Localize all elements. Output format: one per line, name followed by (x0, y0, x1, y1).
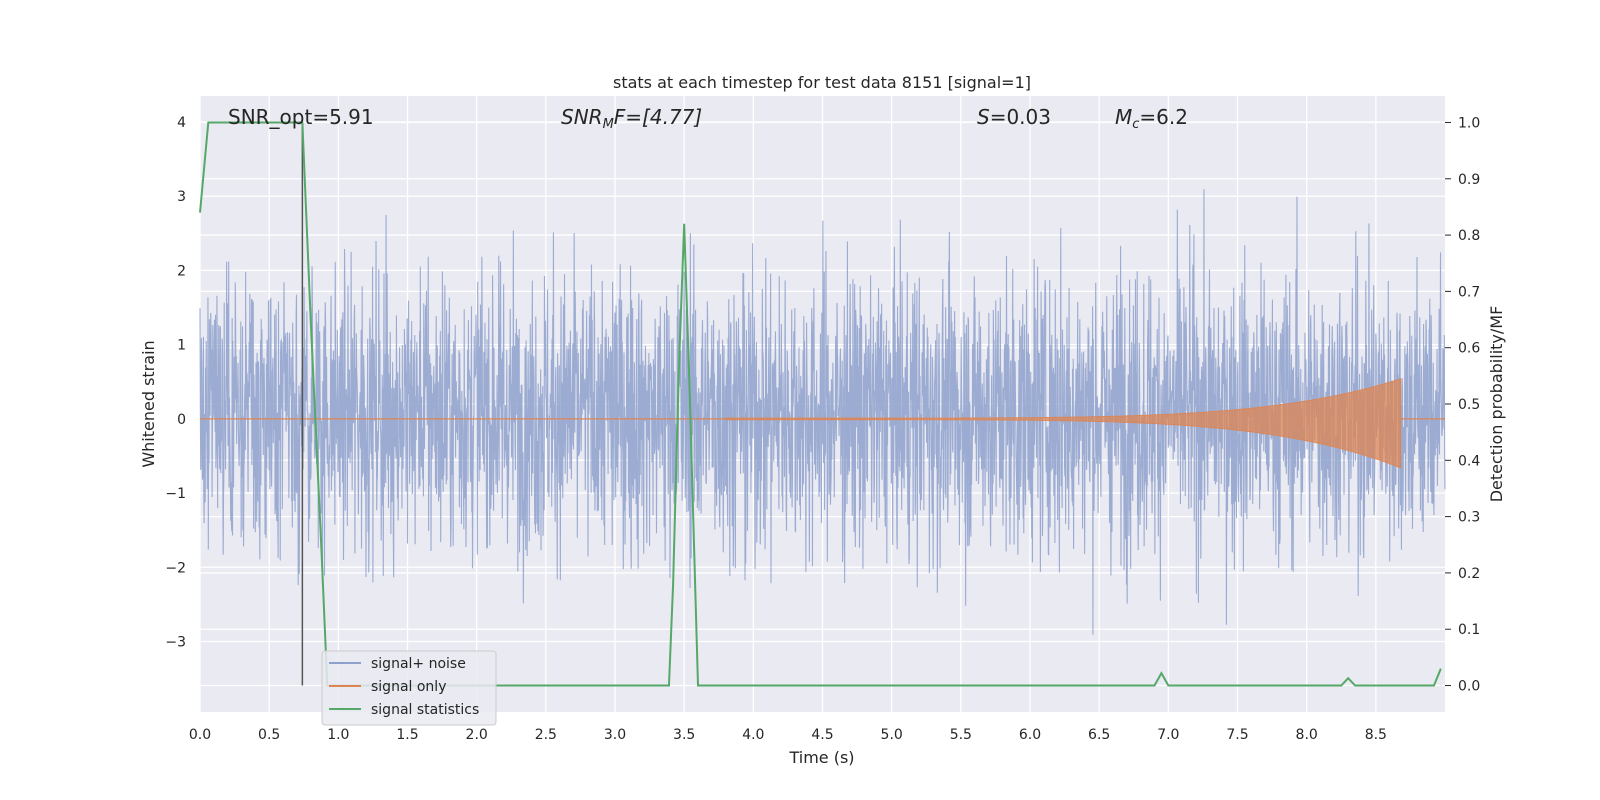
annotation-mc-value: =6.2 (1139, 105, 1188, 129)
y-tick-label: −3 (165, 634, 186, 650)
x-tick-label: 6.5 (1088, 727, 1110, 743)
series-signal-statistics (199, 121, 1442, 687)
y-axis-ticks: 4 3 2 1 0 −1 −2 −3 (165, 115, 186, 651)
y-tick-label: 2 (177, 263, 186, 279)
annotation-mc: Mc=6.2 (1115, 105, 1188, 132)
y2-tick-label: 0.9 (1458, 172, 1480, 188)
annotation-snr-mf-sub: M (603, 117, 614, 132)
annotation-snr-opt: SNR_opt=5.91 (228, 105, 374, 129)
chart-title: stats at each timestep for test data 815… (613, 73, 1031, 92)
x-tick-label: 5.5 (950, 727, 972, 743)
y-axis-label: Whitened strain (139, 340, 158, 467)
y-tick-label: 1 (177, 338, 186, 354)
x-tick-label: 0.5 (258, 727, 280, 743)
x-tick-label: 1.5 (396, 727, 418, 743)
y2-tick-label: 0.8 (1458, 228, 1480, 244)
y-tick-label: 3 (177, 189, 186, 205)
legend: signal+ noise signal only signal statist… (321, 650, 497, 726)
y-tick-label: −2 (165, 560, 186, 576)
x-tick-label: 1.0 (327, 727, 349, 743)
series-signal-noise (199, 189, 1446, 635)
x-tick-label: 7.5 (1226, 727, 1248, 743)
y2-tick-label: 0.6 (1458, 341, 1480, 357)
annotation-s-value: =0.03 (990, 105, 1051, 129)
y2-tick-label: 0.4 (1458, 453, 1480, 469)
annotation-s-symbol: S (977, 105, 990, 129)
legend-label-signal-statistics: signal statistics (371, 702, 479, 718)
x-tick-label: 3.0 (604, 727, 626, 743)
legend-box (321, 650, 497, 726)
y-tick-label: 4 (177, 115, 186, 131)
y2-tick-label: 1.0 (1458, 115, 1480, 131)
annotation-s: S=0.03 (977, 105, 1051, 129)
x-tick-label: 7.0 (1157, 727, 1179, 743)
y2-tick-label: 0.3 (1458, 510, 1480, 526)
y2-tick-label: 0.1 (1458, 622, 1480, 638)
x-tick-label: 0.0 (189, 727, 211, 743)
x-tick-label: 4.5 (811, 727, 833, 743)
x-tick-label: 3.5 (673, 727, 695, 743)
annotation-snr-mf-suffix: F=[4.77] (614, 105, 702, 129)
y2-axis-ticks: 1.0 0.9 0.8 0.7 0.6 0.5 0.4 0.3 0.2 0.1 0.0 (1445, 115, 1480, 695)
y-tick-label: −1 (165, 486, 186, 502)
y2-axis-label: Detection probability/MF (1487, 306, 1506, 503)
legend-label-signal-noise: signal+ noise (371, 656, 466, 672)
annotation-snr-mf-prefix: SNR (561, 105, 603, 129)
y-tick-label: 0 (177, 412, 186, 428)
y2-tick-label: 0.2 (1458, 566, 1480, 582)
x-tick-label: 2.0 (466, 727, 488, 743)
y2-tick-label: 0.0 (1458, 679, 1480, 695)
legend-label-signal-only: signal only (371, 679, 446, 695)
x-tick-label: 8.0 (1296, 727, 1318, 743)
annotation-snr-mf: SNRMF=[4.77] (561, 105, 702, 132)
x-axis-label: Time (s) (788, 748, 854, 767)
annotation-mc-sub: c (1132, 117, 1139, 132)
x-axis-ticks: 0.0 0.5 1.0 1.5 2.0 2.5 3.0 3.5 4.0 4.5 5.0 5.5 6.0 6… (189, 727, 1387, 743)
x-tick-label: 4.0 (742, 727, 764, 743)
x-tick-label: 5.0 (881, 727, 903, 743)
annotation-mc-symbol: M (1115, 105, 1132, 129)
series-signal-only (200, 378, 1445, 469)
noise-trace (199, 189, 1446, 635)
x-tick-label: 8.5 (1365, 727, 1387, 743)
x-tick-label: 2.5 (535, 727, 557, 743)
x-tick-label: 6.0 (1019, 727, 1041, 743)
chirp-envelope (725, 378, 1402, 469)
y2-tick-label: 0.7 (1458, 284, 1480, 300)
y2-tick-label: 0.5 (1458, 397, 1480, 413)
